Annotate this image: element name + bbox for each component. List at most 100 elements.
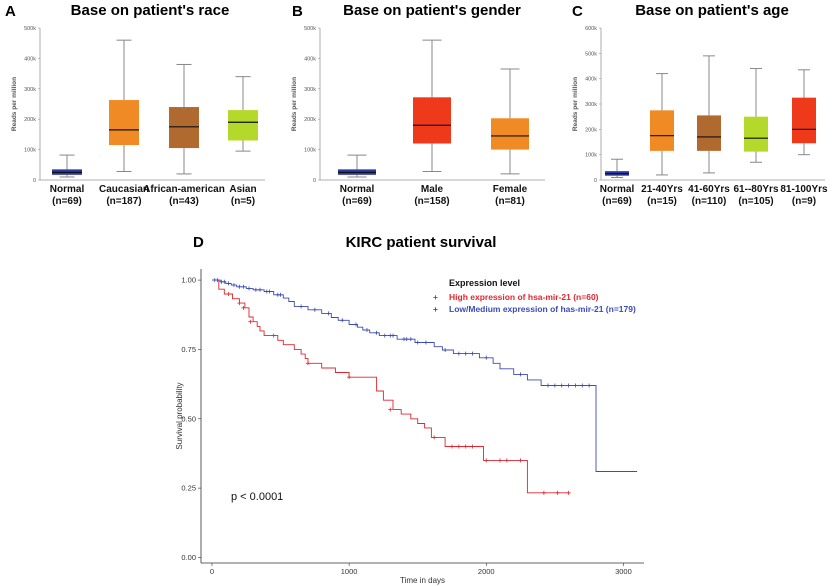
y-tick-label: 1.00 — [181, 276, 196, 285]
category-label: African-american — [143, 184, 225, 195]
y-tick-label: 300k — [585, 102, 597, 108]
panel-c: C Base on patient's age 0 100k 200k 300k 400k 5… — [572, 2, 828, 207]
censor-mark — [215, 278, 220, 283]
censor-mark — [226, 291, 231, 296]
panel-title: Base on patient's race — [71, 2, 230, 19]
category-label: Male — [421, 184, 444, 195]
category-label: Female — [493, 184, 528, 195]
censor-mark — [463, 351, 468, 356]
x-tick-label: 1000 — [341, 567, 358, 576]
category-label: Caucasian — [99, 184, 149, 195]
censor-mark — [278, 292, 283, 297]
survival-curve — [212, 279, 638, 472]
box-41-60yrs: 41-60Yrs(n=110) — [688, 55, 730, 207]
censor-mark — [257, 287, 262, 292]
category-label: 21-40Yrs — [641, 184, 683, 195]
legend-entry: Low/Medium expression of has-mir-21 (n=1… — [449, 304, 636, 314]
y-tick-label: 300k — [304, 87, 316, 93]
box-normal: Normal(n=69) — [338, 154, 376, 207]
y-tick-label: 100k — [304, 148, 316, 154]
legend-title: Expression level — [449, 278, 520, 288]
censor-mark — [587, 383, 592, 388]
censor-mark — [580, 383, 585, 388]
box-61-80yrs: 61--80Yrs(n=105) — [733, 68, 779, 207]
survival-panel: D KIRC patient survival 0.00 0.25 0.50 0.75 1.… — [175, 234, 644, 585]
censor-mark — [518, 458, 523, 463]
category-label: 81-100Yrs — [780, 184, 828, 195]
censor-mark — [497, 458, 502, 463]
censor-mark — [470, 444, 475, 449]
category-count: (n=5) — [231, 196, 255, 207]
box-iqr — [109, 100, 139, 146]
censor-mark — [415, 340, 420, 345]
series-high-expression — [212, 279, 571, 495]
category-count: (n=81) — [495, 196, 525, 207]
y-tick-label: 0 — [33, 178, 36, 184]
censor-mark — [566, 490, 571, 495]
censor-mark — [299, 304, 304, 309]
censor-mark — [326, 311, 331, 316]
y-tick-label: 400k — [585, 77, 597, 83]
box-21-40yrs: 21-40Yrs(n=15) — [641, 73, 683, 207]
box-iqr — [650, 110, 674, 151]
censor-mark — [241, 305, 246, 310]
censor-mark — [382, 333, 387, 338]
y-tick-label: 500k — [585, 51, 597, 57]
panel-b: B Base on patient's gender 0 100k 200k 300k 40… — [291, 2, 545, 207]
censor-mark — [347, 375, 352, 380]
censor-mark — [449, 444, 454, 449]
box-asian: Asian(n=5) — [228, 76, 258, 207]
y-tick-label: 200k — [304, 117, 316, 123]
censor-mark — [241, 284, 246, 289]
censor-mark — [573, 383, 578, 388]
category-label: Asian — [229, 184, 256, 195]
censor-mark — [518, 372, 523, 377]
box-caucasian: Caucasian(n=187) — [99, 39, 149, 207]
y-tick-label: 500k — [24, 26, 36, 32]
censor-mark — [408, 337, 413, 342]
panel-letter: D — [193, 234, 204, 251]
category-count: (n=9) — [792, 196, 816, 207]
y-tick-label: 300k — [24, 87, 36, 93]
y-axis-label: Survival probability — [175, 382, 184, 449]
censor-mark — [237, 284, 242, 289]
censor-mark — [271, 333, 276, 338]
legend-marker: + — [433, 292, 438, 302]
x-axis-label: Time in days — [400, 576, 445, 585]
censor-mark — [247, 286, 252, 291]
category-count: (n=15) — [647, 196, 677, 207]
censor-mark — [463, 444, 468, 449]
censor-mark — [443, 347, 448, 352]
y-tick-label: 400k — [24, 56, 36, 62]
category-label: Normal — [50, 184, 85, 195]
censor-mark — [545, 383, 550, 388]
y-tick-label: 100k — [585, 153, 597, 159]
censor-mark — [364, 328, 369, 333]
censor-mark — [555, 490, 560, 495]
category-count: (n=43) — [169, 196, 199, 207]
panel-title: KIRC patient survival — [346, 234, 497, 251]
censor-mark — [456, 444, 461, 449]
y-tick-label: 0 — [594, 178, 597, 184]
panel-letter: A — [5, 3, 16, 20]
censor-mark — [566, 383, 571, 388]
y-tick-label: 200k — [24, 117, 36, 123]
box-iqr — [697, 115, 721, 151]
panel-letter: B — [292, 3, 303, 20]
legend-marker: + — [433, 304, 438, 314]
category-label: 61--80Yrs — [733, 184, 778, 195]
x-tick-label: 0 — [210, 567, 214, 576]
box-female: Female(n=81) — [491, 68, 529, 207]
series-low-medium-expression — [212, 278, 638, 472]
category-label: Normal — [340, 184, 375, 195]
category-count: (n=69) — [602, 196, 632, 207]
box-iqr — [744, 116, 768, 152]
x-tick-label: 2000 — [478, 567, 495, 576]
censor-mark — [541, 490, 546, 495]
category-count: (n=158) — [414, 196, 449, 207]
category-label: Normal — [600, 184, 635, 195]
category-count: (n=105) — [738, 196, 773, 207]
censor-mark — [404, 337, 409, 342]
box-iqr — [792, 97, 816, 144]
